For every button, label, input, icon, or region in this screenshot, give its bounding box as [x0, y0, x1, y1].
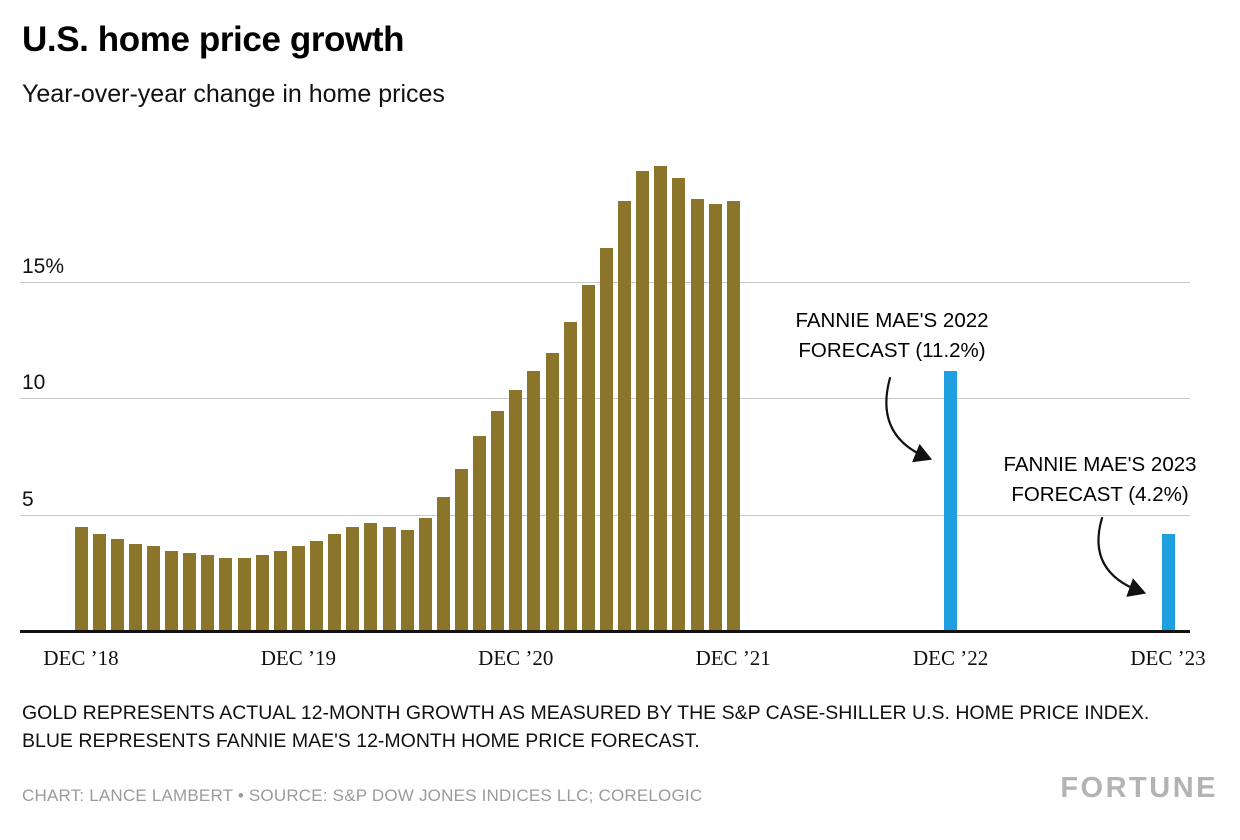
bar-actual	[418, 517, 432, 632]
bar-actual	[92, 534, 106, 632]
bar-actual	[654, 166, 668, 632]
bar-actual	[618, 201, 631, 632]
y-axis-label: 15%	[22, 254, 65, 278]
bar-actual	[599, 247, 613, 632]
bar-actual	[147, 545, 160, 632]
x-axis-label: DEC ’22	[912, 646, 989, 670]
bar-actual	[201, 555, 215, 632]
x-axis-label: DEC ’21	[695, 646, 771, 670]
bar-actual	[273, 550, 287, 632]
bar-actual	[473, 436, 487, 632]
bar-actual	[291, 545, 305, 632]
bar-actual	[237, 557, 251, 632]
bar-actual	[455, 469, 468, 632]
chart-subtitle: Year-over-year change in home prices	[22, 80, 445, 108]
x-axis-label: DEC ’19	[260, 646, 337, 670]
bar-actual	[690, 199, 704, 632]
bar-actual	[672, 178, 686, 632]
bar-actual	[563, 322, 577, 632]
bar-actual	[364, 522, 378, 632]
bar-actual	[255, 555, 269, 632]
bar-actual	[708, 203, 722, 632]
fortune-logo: FORTUNE	[1060, 772, 1218, 804]
bar-actual	[346, 527, 360, 632]
bar-actual	[726, 201, 740, 632]
bar-actual	[110, 538, 124, 632]
chart-footnote: GOLD REPRESENTS ACTUAL 12-MONTH GROWTH A…	[22, 702, 1150, 752]
x-axis-label: DEC ’23	[1130, 646, 1206, 670]
bar-actual	[165, 550, 179, 632]
arrow-to-2023-bar	[1097, 516, 1147, 597]
annotation-forecast-2022: FANNIE MAE'S 2022 FORECAST (11.2%)	[795, 309, 989, 362]
annotation-forecast-2023: FANNIE MAE'S 2023 FORECAST (4.2%)	[1003, 453, 1197, 506]
bar-actual	[74, 527, 88, 632]
x-axis-label: DEC ’20	[478, 646, 554, 670]
bar-actual	[128, 543, 142, 632]
bar-actual	[310, 541, 323, 632]
bar-actual	[491, 410, 505, 632]
bar-actual	[545, 352, 559, 632]
bar-actual	[400, 529, 414, 632]
x-axis-label: DEC ’18	[43, 646, 119, 670]
bar-actual	[509, 389, 523, 632]
bar-forecast	[1161, 534, 1175, 632]
arrow-to-2022-bar	[885, 376, 933, 463]
y-axis-label: 5	[22, 487, 34, 511]
y-axis-label: 10	[22, 371, 46, 395]
bar-actual	[436, 497, 450, 632]
bar-actual	[636, 171, 650, 632]
chart-title: U.S. home price growth	[22, 20, 405, 59]
bar-actual	[183, 552, 197, 632]
bar-actual	[382, 527, 396, 632]
bar-actual	[219, 557, 233, 632]
x-axis-line	[20, 630, 1190, 633]
chart-credit: CHART: LANCE LAMBERT • SOURCE: S&P DOW J…	[22, 786, 703, 805]
bar-forecast	[944, 371, 958, 632]
bar-actual	[527, 371, 541, 632]
bar-actual	[328, 534, 342, 632]
bar-actual	[581, 285, 595, 632]
